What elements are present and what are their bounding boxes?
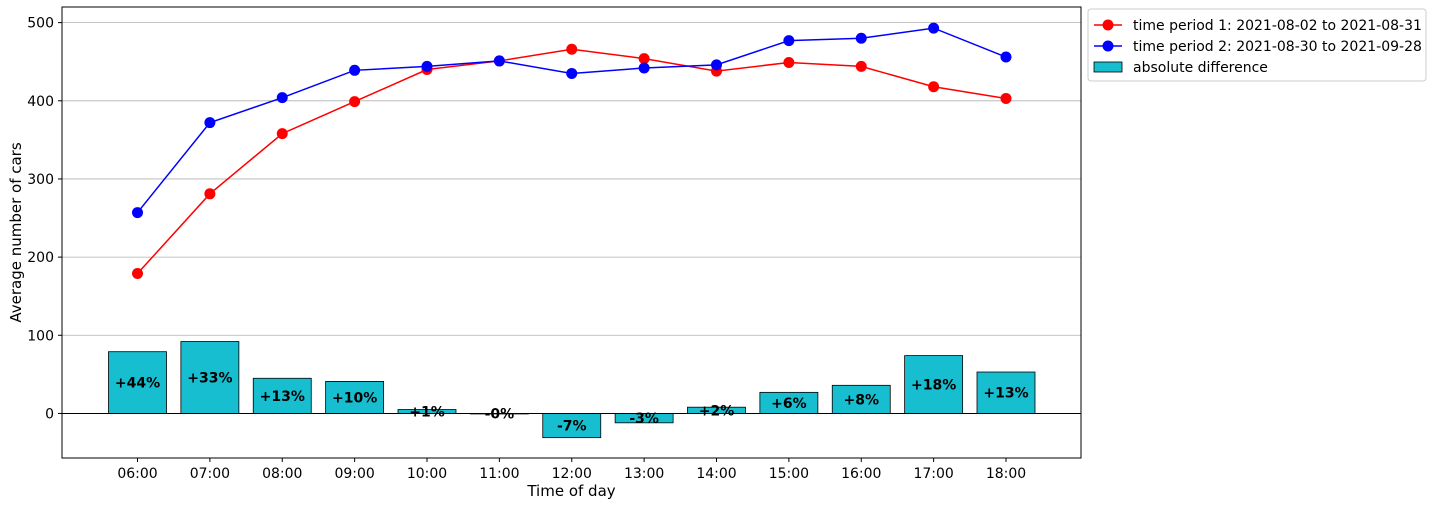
x-tick-label: 18:00 bbox=[986, 466, 1026, 482]
x-tick-label: 12:00 bbox=[552, 466, 592, 482]
bar bbox=[252, 377, 312, 414]
legend-swatch bbox=[1093, 61, 1123, 73]
series-line bbox=[136, 48, 1007, 275]
data-point bbox=[493, 55, 505, 67]
bar-data-label: +8% bbox=[844, 392, 880, 408]
bar-data-label: +13% bbox=[983, 386, 1028, 402]
data-point bbox=[638, 62, 650, 74]
legend-entry-label: absolute difference bbox=[1133, 60, 1268, 76]
bar-data-label: -7% bbox=[557, 419, 587, 435]
data-point bbox=[711, 59, 722, 71]
bar-data-label: +18% bbox=[911, 378, 956, 394]
bar-data-label: -0% bbox=[485, 406, 515, 422]
bar-data-label: -3% bbox=[629, 411, 659, 427]
data-point bbox=[132, 207, 143, 219]
x-tick-label: 07:00 bbox=[190, 466, 230, 482]
x-axis-label: Time of day bbox=[526, 482, 615, 500]
legend-entry-label: time period 1: 2021-08-02 to 2021-08-31 bbox=[1133, 18, 1422, 34]
bar-data-label: +2% bbox=[699, 403, 735, 419]
y-tick-label: 400 bbox=[27, 94, 54, 110]
series-line bbox=[136, 27, 1007, 214]
data-point bbox=[928, 81, 940, 93]
x-tick-label: 11:00 bbox=[479, 466, 519, 482]
data-point bbox=[855, 60, 867, 72]
data-point bbox=[783, 35, 795, 47]
y-tick-label: 200 bbox=[27, 250, 54, 266]
x-tick-label: 08:00 bbox=[262, 466, 302, 482]
y-tick-label: 500 bbox=[27, 16, 54, 32]
y-tick-label: 300 bbox=[27, 172, 54, 188]
x-tick-label: 14:00 bbox=[696, 466, 736, 482]
bar-data-label: +44% bbox=[115, 376, 160, 392]
data-point bbox=[783, 56, 795, 68]
data-point bbox=[566, 43, 578, 55]
data-point bbox=[928, 22, 940, 34]
x-tick-label: 10:00 bbox=[407, 466, 447, 482]
x-tick-label: 16:00 bbox=[841, 466, 881, 482]
axes-layer: 0 100 200 300 400 500 06:00 07:00 08:00 09:00 10:0… bbox=[7, 6, 1082, 500]
data-point bbox=[855, 32, 867, 44]
bar bbox=[325, 381, 385, 414]
bar-data-label: +33% bbox=[187, 370, 232, 386]
data-point bbox=[276, 128, 288, 140]
x-tick-label: 09:00 bbox=[334, 466, 374, 482]
data-point bbox=[566, 67, 578, 79]
bar-data-label: +6% bbox=[771, 396, 807, 412]
x-tick-label: 13:00 bbox=[624, 466, 664, 482]
data-point bbox=[204, 117, 216, 129]
data-point bbox=[349, 96, 361, 108]
legend-marker bbox=[1102, 19, 1114, 31]
legend: time period 1: 2021-08-02 to 2021-08-31 t… bbox=[1087, 8, 1427, 82]
line-layer bbox=[132, 22, 1012, 280]
bar bbox=[831, 384, 891, 414]
bar-layer: +44% +33% +13% +10% +1% -0% -7% -3% +2% +6% +8% +18… bbox=[62, 341, 1081, 439]
bar-data-label: +13% bbox=[260, 389, 305, 405]
bar bbox=[180, 341, 240, 414]
data-point bbox=[204, 188, 216, 200]
x-tick-label: 15:00 bbox=[769, 466, 809, 482]
y-tick-label: 100 bbox=[27, 328, 54, 344]
bar-data-label: +10% bbox=[332, 390, 377, 406]
legend-marker bbox=[1102, 40, 1114, 52]
data-point bbox=[132, 268, 143, 280]
bar bbox=[976, 371, 1036, 414]
data-point bbox=[276, 92, 288, 104]
bar-data-label: +1% bbox=[409, 404, 445, 420]
data-point bbox=[421, 60, 433, 72]
data-point bbox=[1000, 92, 1012, 104]
data-point bbox=[638, 53, 650, 65]
x-tick-label: 06:00 bbox=[117, 466, 157, 482]
x-tick-label: 17:00 bbox=[913, 466, 953, 482]
legend-entry-label: time period 2: 2021-08-30 to 2021-09-28 bbox=[1133, 39, 1422, 55]
y-axis-label: Average number of cars bbox=[7, 142, 25, 323]
legend-box bbox=[1087, 8, 1427, 82]
y-tick-label: 0 bbox=[45, 406, 54, 422]
data-point bbox=[1000, 51, 1012, 63]
data-point bbox=[349, 64, 361, 76]
